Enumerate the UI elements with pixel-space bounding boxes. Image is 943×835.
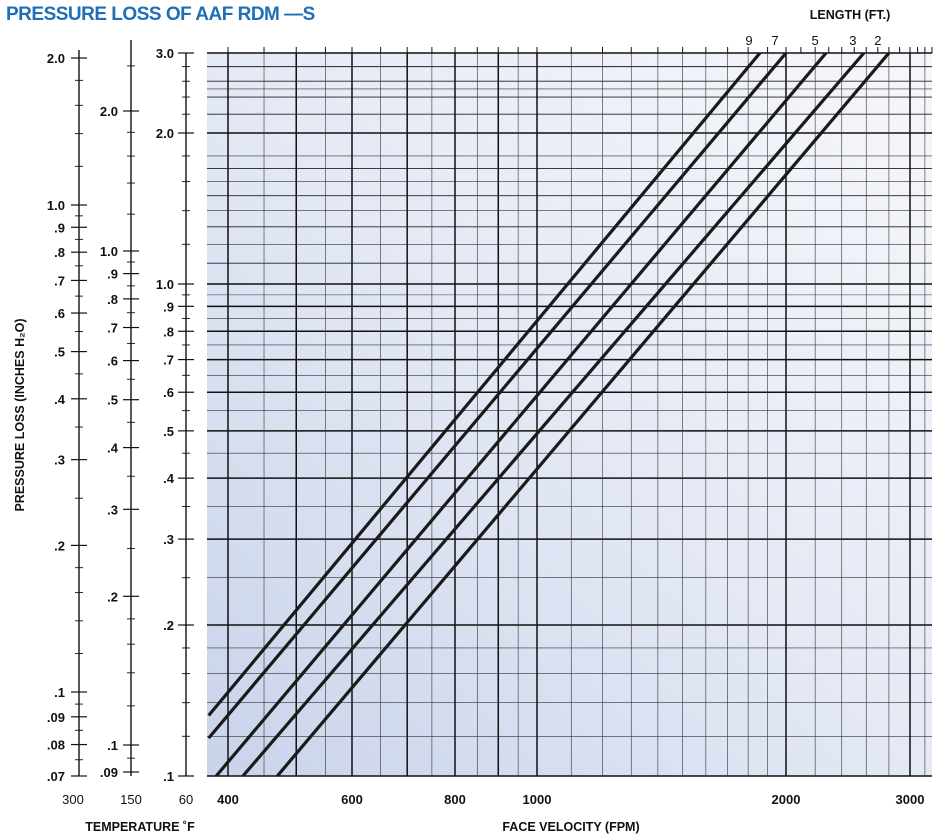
temperature-scale-name: 60 bbox=[179, 792, 193, 807]
temperature-scale-tick-label: .07 bbox=[47, 769, 65, 784]
temperature-scale-tick-label: .4 bbox=[54, 392, 66, 407]
temperature-scale-tick-label: .1 bbox=[163, 769, 174, 784]
temperature-scale-tick-label: .6 bbox=[107, 354, 118, 369]
series-label: 7 bbox=[771, 33, 778, 48]
temperature-scale-tick-label: .5 bbox=[107, 393, 118, 408]
temperature-scale-tick-label: 2.0 bbox=[100, 104, 118, 119]
temperature-scale-tick-label: .8 bbox=[163, 324, 174, 339]
x-tick-label: 3000 bbox=[896, 792, 925, 807]
temperature-scale-tick-label: .4 bbox=[107, 441, 119, 456]
temperature-scale-tick-label: .2 bbox=[54, 538, 65, 553]
series-label: 5 bbox=[811, 33, 818, 48]
x-tick-label: 2000 bbox=[772, 792, 801, 807]
temperature-scale-tick-label: .08 bbox=[47, 738, 65, 753]
series-line-5 bbox=[214, 53, 828, 776]
temperature-scale-tick-label: 2.0 bbox=[156, 126, 174, 141]
temperature-scale-name: 300 bbox=[62, 792, 84, 807]
temperature-scale-tick-label: .7 bbox=[163, 353, 174, 368]
x-axis-label: FACE VELOCITY (FPM) bbox=[502, 820, 639, 834]
plot-background bbox=[207, 53, 932, 776]
temperature-scale-tick-label: .4 bbox=[163, 471, 175, 486]
temperature-scale-tick-label: 1.0 bbox=[156, 277, 174, 292]
temperature-scale-tick-label: .2 bbox=[107, 589, 118, 604]
x-tick-label: 400 bbox=[217, 792, 239, 807]
temperature-scale-tick-label: .9 bbox=[54, 220, 65, 235]
temperature-scale-tick-label: .9 bbox=[163, 299, 174, 314]
temperature-scale-tick-label: 2.0 bbox=[47, 51, 65, 66]
y-axis-label: PRESSURE LOSS (INCHES H₂O) bbox=[13, 318, 27, 511]
temperature-scale-tick-label: .2 bbox=[163, 618, 174, 633]
series-line-9 bbox=[207, 53, 762, 717]
temperature-scale-tick-label: .8 bbox=[54, 245, 65, 260]
temperature-scale-tick-label: .3 bbox=[54, 453, 65, 468]
series-label: 9 bbox=[745, 33, 752, 48]
temperature-axis-label: TEMPERATURE ˚F bbox=[85, 820, 195, 834]
series-lines bbox=[207, 53, 891, 776]
temperature-scale-tick-label: 1.0 bbox=[47, 198, 65, 213]
temperature-scale-tick-label: .1 bbox=[107, 738, 118, 753]
temperature-scale-tick-label: .09 bbox=[100, 765, 118, 780]
series-line-7 bbox=[207, 53, 788, 740]
x-tick-label: 800 bbox=[444, 792, 466, 807]
temperature-scale-tick-label: .6 bbox=[54, 306, 65, 321]
temperature-scale-tick-label: .7 bbox=[107, 321, 118, 336]
temperature-scale-tick-label: 3.0 bbox=[156, 46, 174, 61]
temperature-scale-tick-label: .8 bbox=[107, 292, 118, 307]
series-line-3 bbox=[241, 53, 866, 776]
temperature-scale-name: 150 bbox=[120, 792, 142, 807]
temperature-scale-tick-label: .6 bbox=[163, 385, 174, 400]
temperature-scale-tick-label: .7 bbox=[54, 273, 65, 288]
series-label: 3 bbox=[849, 33, 856, 48]
labels: 9 7 5 3 2 LENGTH (FT.) 400 600 800 1000 2000 3000 FA… bbox=[13, 8, 924, 834]
x-tick-label: 1000 bbox=[523, 792, 552, 807]
axes bbox=[71, 40, 194, 777]
temperature-scale-tick-label: 1.0 bbox=[100, 244, 118, 259]
series-label: 2 bbox=[874, 33, 881, 48]
temperature-scale-tick-label: .5 bbox=[54, 345, 65, 360]
temperature-scale-tick-label: .1 bbox=[54, 685, 65, 700]
grid bbox=[207, 47, 933, 777]
temperature-scale-tick-label: .3 bbox=[163, 532, 174, 547]
chart-title: PRESSURE LOSS OF AAF RDM —S bbox=[6, 4, 315, 25]
temperature-scale-tick-label: .3 bbox=[107, 502, 118, 517]
temperature-scale-tick-label: .9 bbox=[107, 267, 118, 282]
series-line-2 bbox=[276, 53, 891, 776]
legend-title: LENGTH (FT.) bbox=[810, 8, 891, 22]
temperature-scale-tick-label: .09 bbox=[47, 710, 65, 725]
temperature-scale-tick-label: .5 bbox=[163, 424, 174, 439]
x-tick-label: 600 bbox=[341, 792, 363, 807]
